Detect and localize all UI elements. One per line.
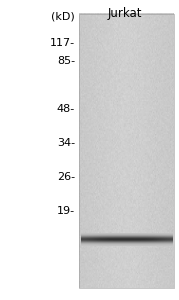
Text: 26-: 26-	[57, 172, 75, 182]
Text: 19-: 19-	[57, 206, 75, 217]
Bar	[79, 14, 174, 288]
Text: 34-: 34-	[57, 137, 75, 148]
Text: 117-: 117-	[50, 38, 75, 49]
Text: 85-: 85-	[57, 56, 75, 67]
Text: (kD): (kD)	[51, 11, 75, 22]
Text: 48-: 48-	[57, 104, 75, 115]
Text: Jurkat: Jurkat	[108, 8, 142, 20]
